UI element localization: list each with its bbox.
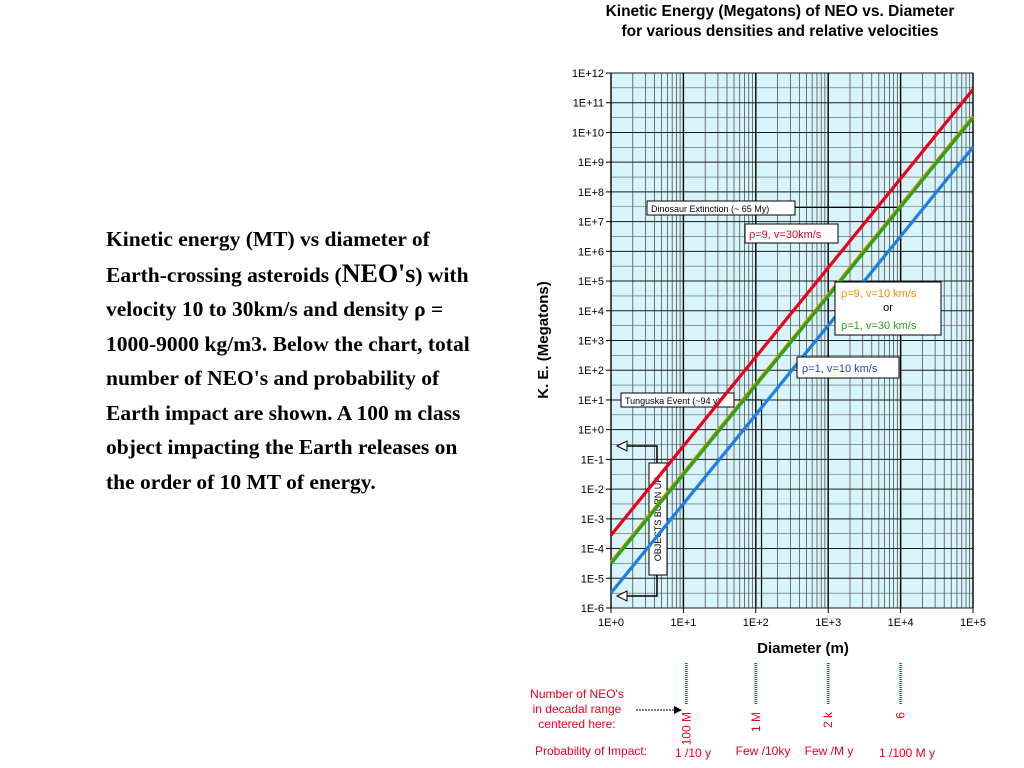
x-tick-label: 1E+4 (888, 617, 914, 629)
y-tick-label: 1E+9 (578, 157, 604, 169)
x-tick-label: 1E+0 (598, 617, 624, 629)
y-tick-label: 1E+6 (578, 246, 604, 258)
legend-red: ρ=9, v=30km/s (749, 229, 822, 241)
annotations: Dinosaur Extinction (~ 65 My) Tunguska E… (615, 200, 902, 608)
y-tick-label: 1E-6 (581, 603, 604, 615)
description-neo: NEO's (341, 258, 416, 288)
neo-count-value: 1 M (749, 712, 763, 732)
dinosaur-box (646, 200, 796, 216)
chart-title: Kinetic Energy (Megatons) of NEO vs. Dia… (606, 3, 955, 20)
y-tick-label: 1E-4 (581, 544, 604, 556)
y-tick-label: 1E+7 (578, 217, 604, 229)
neo-count-value: 2 k (821, 711, 835, 728)
series-line-2 (609, 116, 975, 565)
y-tick-label: 1E+5 (578, 276, 604, 288)
neo-count-value: 100 M (679, 712, 693, 745)
legend-box-mid (834, 281, 942, 336)
axis-ticks: 1E+0 1E+1 1E+2 1E+3 1E+4 1E+5 1E-6 1E-5 1E-4 1E-3… (572, 68, 986, 629)
y-tick-label: 1E+4 (578, 306, 604, 318)
neo-count-value: 6 (894, 712, 908, 719)
probability-value: Few /10ky (736, 744, 791, 758)
neo-counts: Number of NEO's in decadal range centere… (530, 663, 908, 745)
burn-up-arrowhead-top (615, 440, 628, 452)
neo-count-label-3: centered here: (538, 717, 615, 731)
y-tick-label: 1E-1 (581, 454, 604, 466)
legend-or: or (883, 302, 893, 314)
burn-up-arrow-bottom (625, 575, 658, 597)
chart-subtitle: for various densities and relative veloc… (621, 23, 938, 40)
y-tick-label: 1E+3 (578, 336, 604, 348)
y-tick-label: 1E+2 (578, 365, 604, 377)
y-tick-label: 1E+1 (578, 395, 604, 407)
y-tick-label: 1E+12 (572, 68, 604, 80)
probability-label: Probability of Impact: (535, 744, 647, 758)
legend-green: ρ=1, v=30 km/s (841, 320, 917, 332)
y-axis-label: K. E. (Megatons) (535, 281, 552, 399)
legend-blue: ρ=1, v=10 km/s (802, 363, 878, 375)
legend-orange: ρ=9, v=10 km/s (841, 288, 917, 300)
y-tick-label: 1E-3 (581, 514, 604, 526)
neo-count-label-1: Number of NEO's (530, 687, 624, 701)
probability-value: 1 /100 M y (879, 746, 935, 760)
burn-up-arrow-top (625, 445, 658, 463)
x-tick-label: 1E+2 (743, 617, 769, 629)
neo-count-label-2: in decadal range (533, 702, 622, 716)
dinosaur-label: Dinosaur Extinction (~ 65 My) (651, 204, 769, 214)
x-tick-label: 1E+5 (960, 617, 986, 629)
x-tick-label: 1E+1 (670, 617, 696, 629)
probability-value: 1 /10 y (675, 746, 711, 760)
legend-box-red (744, 223, 839, 244)
y-tick-label: 1E-2 (581, 484, 604, 496)
probability-value: Few /M y (805, 744, 854, 758)
y-tick-label: 1E+8 (578, 187, 604, 199)
tunguska-label: Tunguska Event (~94 y) (625, 396, 720, 406)
series-lines (609, 88, 975, 594)
series-line-0 (609, 88, 975, 537)
description-part2: ) with velocity 10 to 30km/s and density… (106, 262, 470, 494)
tunguska-box (620, 392, 735, 408)
probability-row: Probability of Impact: 1 /10 y Few /10ky… (535, 744, 935, 760)
burn-up-arrowhead-bottom (615, 590, 628, 602)
burn-up-label: OBJECTS BURN UP (653, 477, 663, 562)
y-tick-label: 1E+0 (578, 425, 604, 437)
x-axis-label: Diameter (m) (757, 640, 849, 657)
y-tick-label: 1E+11 (573, 98, 604, 110)
legend-box-blue (796, 356, 900, 379)
y-tick-label: 1E+10 (572, 127, 604, 139)
x-tick-label: 1E+3 (815, 617, 841, 629)
series-line-3 (609, 146, 975, 594)
description-part1: Kinetic energy (MT) vs diameter of Earth… (106, 227, 430, 287)
neo-count-arrowhead (674, 706, 682, 714)
description-text: Kinetic energy (MT) vs diameter of Earth… (106, 222, 478, 499)
legend-labels: ρ=9, v=30km/s ρ=9, v=10 km/s or ρ=1, v=3… (744, 223, 942, 379)
y-tick-label: 1E-5 (581, 573, 604, 585)
